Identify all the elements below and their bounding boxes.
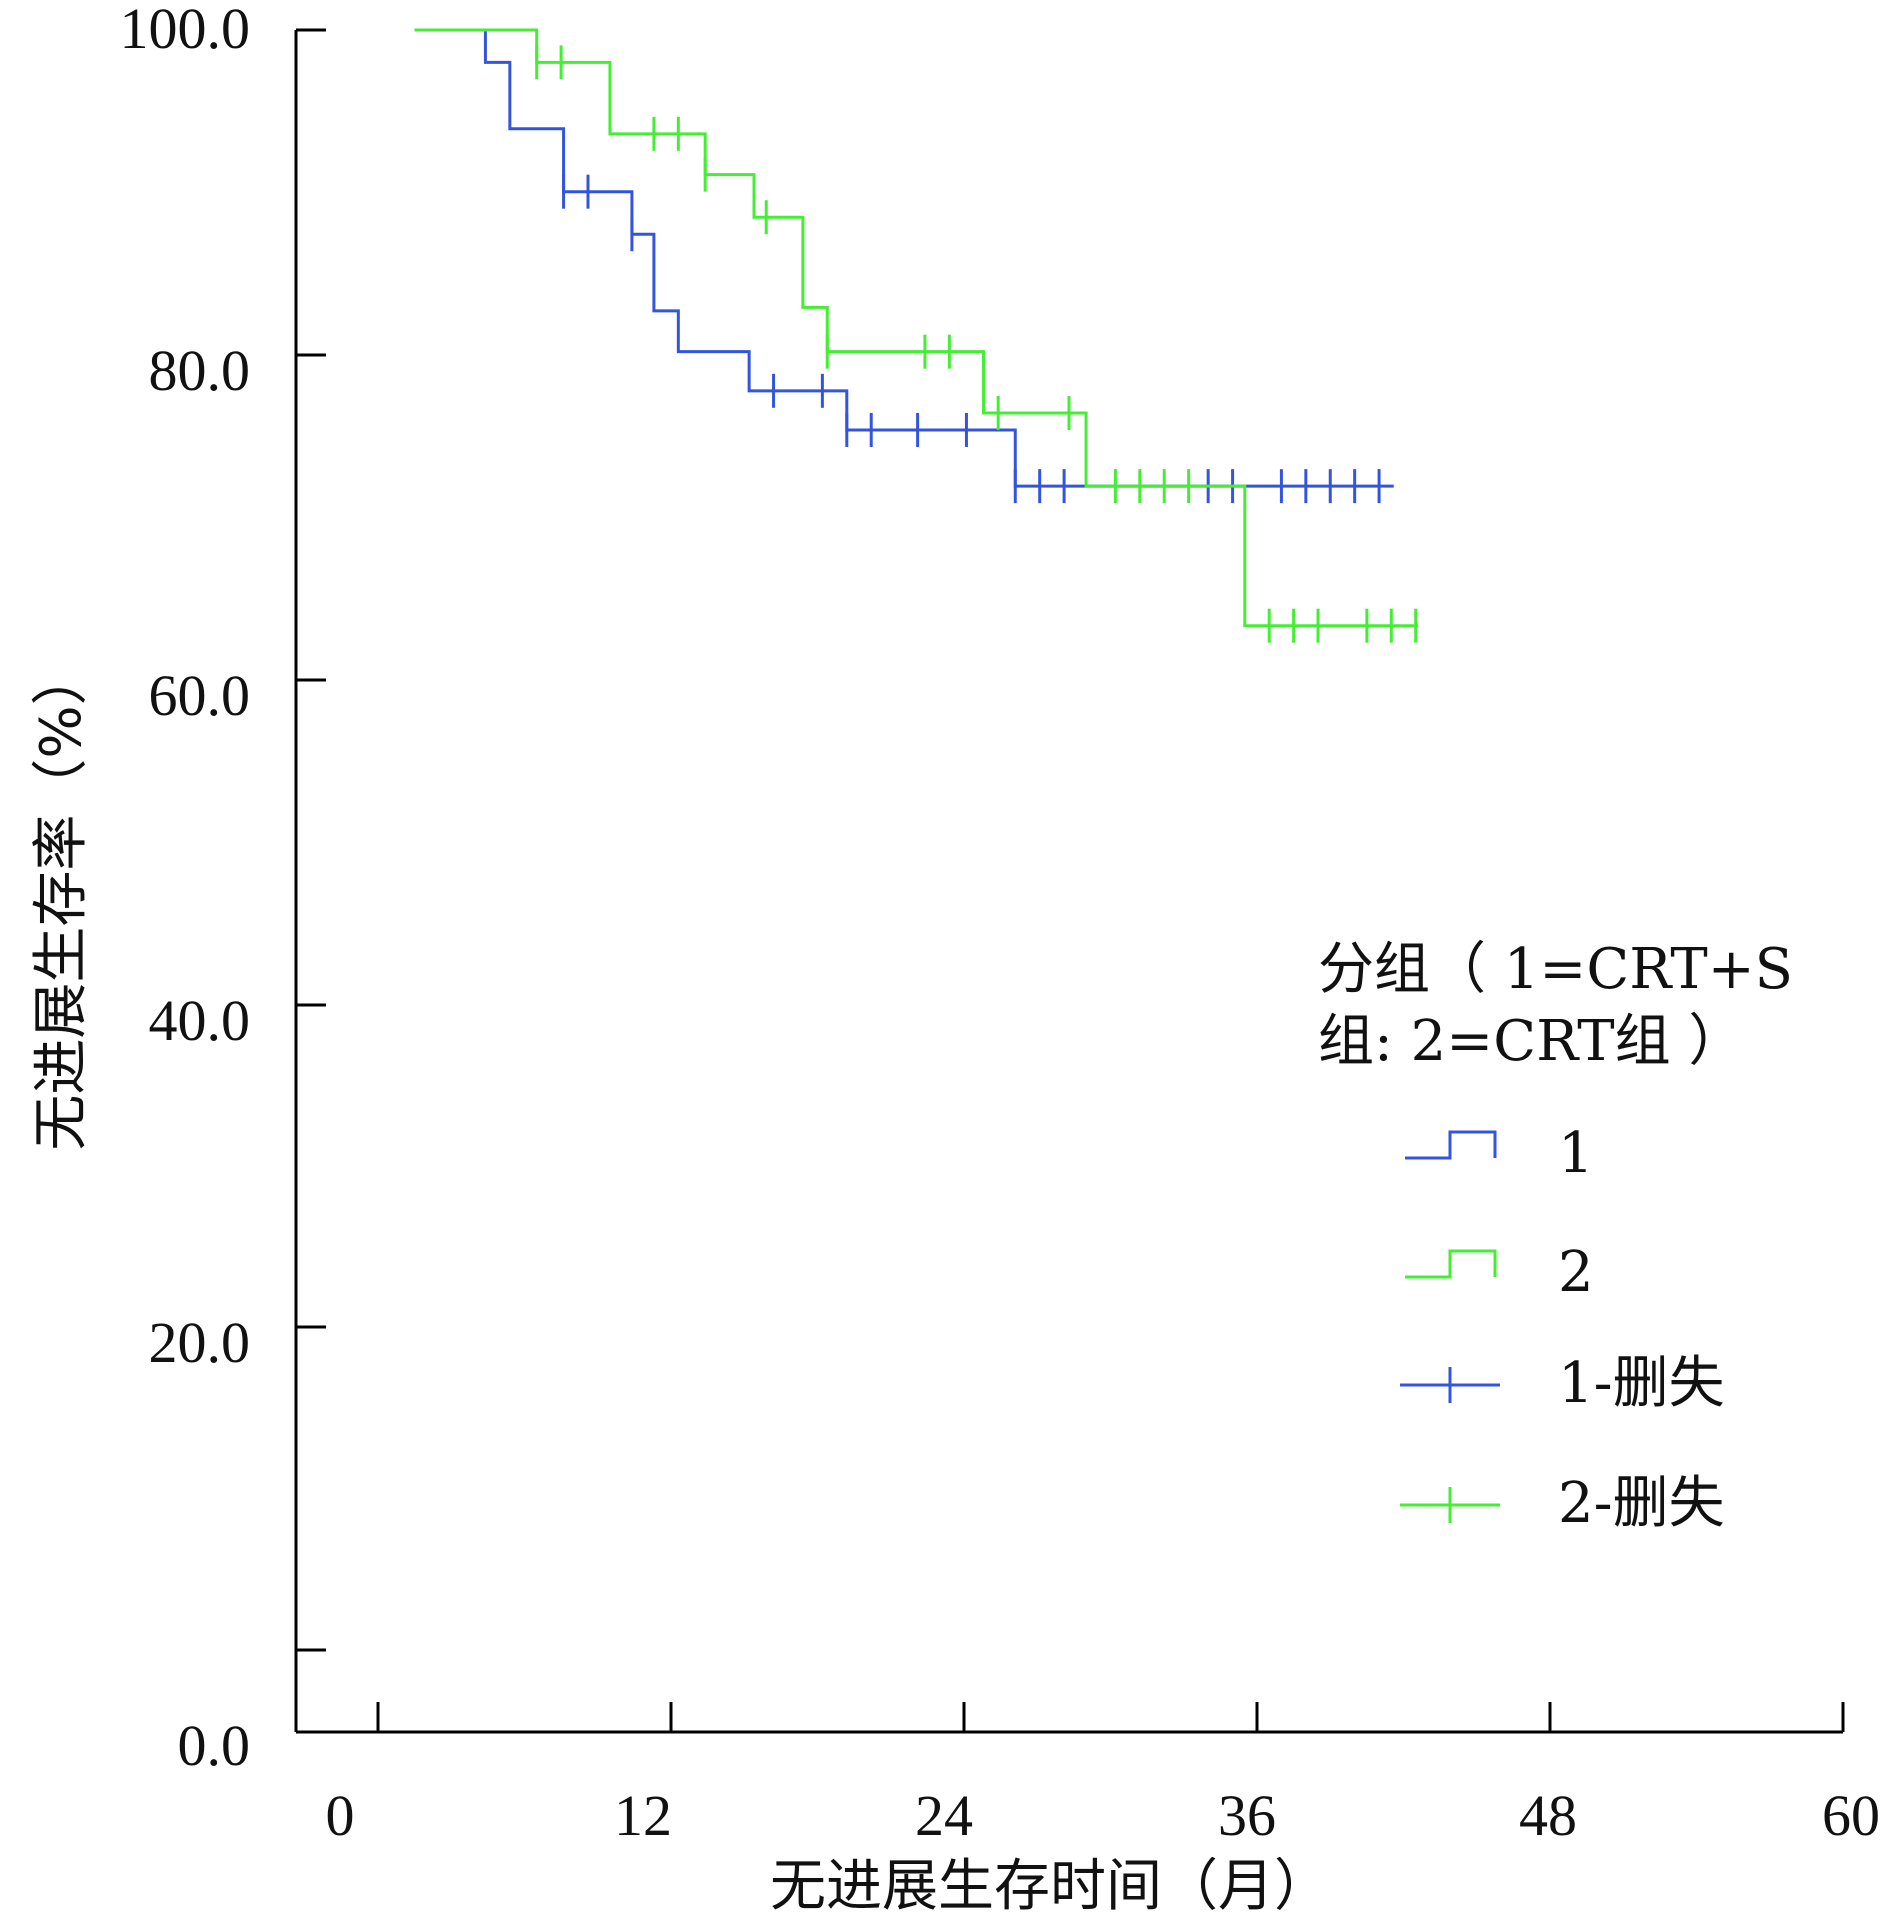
survival-curves: [414, 28, 1419, 643]
legend-swatch-series-1: [1405, 1130, 1497, 1160]
y-tick-label: 40.0: [149, 988, 251, 1053]
legend-label-censored-1: 1-删失: [1558, 1351, 1725, 1416]
y-tick-label: 20.0: [149, 1310, 251, 1375]
x-tick-label: 12: [614, 1783, 672, 1848]
y-axis-title: 无进展生存率（%）: [29, 649, 94, 1150]
x-tick-label: 36: [1218, 1783, 1276, 1848]
legend-label-censored-2: 2-删失: [1558, 1471, 1725, 1536]
legend-title-line-2: 组: 2=CRT组 ）: [1318, 1009, 1744, 1074]
y-tick-label: 60.0: [149, 663, 251, 728]
series-2-line: [414, 28, 1419, 628]
y-tick-label: 0.0: [178, 1713, 251, 1778]
x-tick-label: 60: [1822, 1783, 1880, 1848]
x-tick-label: 0: [326, 1783, 355, 1848]
legend-swatch-censored-2: [1400, 1487, 1500, 1523]
legend-label-series-1: 1: [1558, 1121, 1594, 1186]
legend-title-line-1: 分组（ 1=CRT+S: [1318, 937, 1793, 1002]
legend-swatch-series-2: [1405, 1249, 1497, 1279]
y-tick-label: 80.0: [149, 338, 251, 403]
series-1-line: [414, 28, 1394, 488]
x-tick-label: 24: [915, 1783, 973, 1848]
x-axis-title: 无进展生存时间（月）: [770, 1854, 1330, 1919]
legend: 分组（ 1=CRT+S 组: 2=CRT组 ） 1 2 1-删失 2-删失: [1318, 937, 1793, 1536]
y-tick-label: 100.0: [120, 0, 251, 61]
legend-swatch-censored-1: [1400, 1367, 1500, 1403]
legend-label-series-2: 2: [1558, 1240, 1594, 1305]
x-tick-label: 48: [1519, 1783, 1577, 1848]
x-axis-ticks: 0 12 24 36 48 60: [326, 1702, 1880, 1848]
y-axis-ticks: 0.0 20.0 40.0 60.0 80.0 100.0: [120, 0, 326, 1778]
